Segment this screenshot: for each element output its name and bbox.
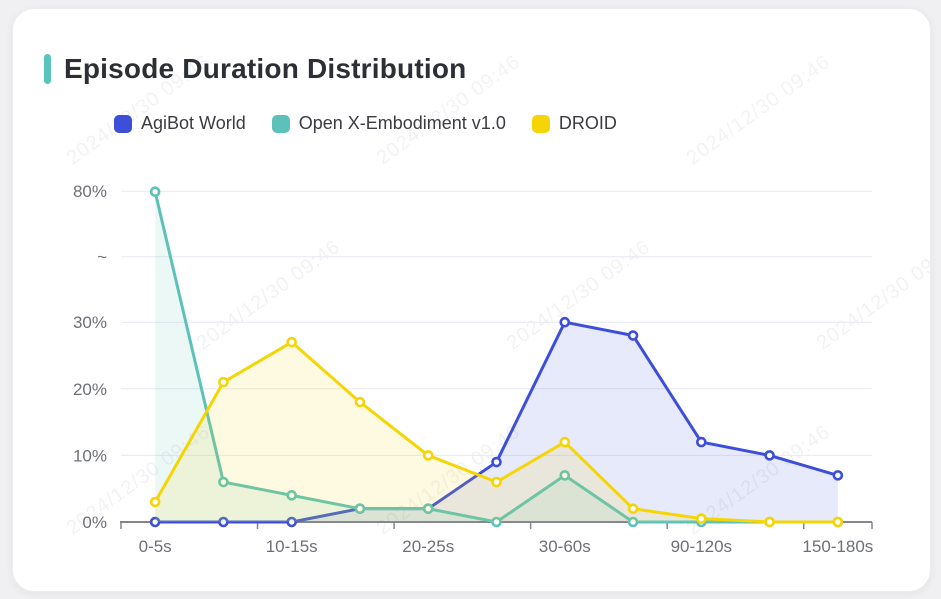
data-point-droid-25-30s[interactable]: [491, 476, 502, 488]
data-point-open-x-embodiment-v1-0-20-25s[interactable]: [422, 503, 434, 514]
y-axis-label: 20%: [73, 380, 107, 399]
data-point-droid-10-15s[interactable]: [286, 336, 297, 348]
data-point-agibot-world-5-10s[interactable]: [218, 516, 229, 528]
series-area-open-x-embodiment-v1-0: [155, 191, 838, 522]
data-point-droid-150-180s[interactable]: [832, 516, 844, 528]
y-axis-label: 10%: [73, 446, 107, 465]
data-point-droid-30-60s[interactable]: [559, 436, 571, 448]
x-axis-label: 0-5s: [139, 537, 172, 556]
y-axis-label: 0%: [82, 513, 107, 532]
data-point-droid-20-25s[interactable]: [422, 450, 434, 461]
y-axis-label: ~: [97, 248, 107, 267]
data-point-droid-5-10s[interactable]: [218, 376, 229, 388]
data-point-agibot-world-25-30s[interactable]: [491, 456, 502, 468]
data-point-agibot-world-60-90s[interactable]: [627, 330, 639, 341]
legend-label-agibot-world: AgiBot World: [141, 113, 246, 133]
x-axis-label: 150-180s: [802, 537, 873, 556]
title-accent-bar: [44, 54, 51, 84]
data-point-agibot-world-90-120s[interactable]: [696, 436, 707, 448]
x-axis-label: 20-25s: [402, 537, 454, 556]
series-area-droid: [155, 342, 838, 522]
data-point-droid-15-20s[interactable]: [354, 396, 366, 408]
data-point-agibot-world-10-15s[interactable]: [286, 516, 297, 528]
legend-swatch-agibot-world: [114, 114, 132, 133]
data-point-open-x-embodiment-v1-0-60-90s[interactable]: [627, 516, 639, 528]
chart-legend: AgiBot World Open X-Embodiment v1.0 DROI…: [114, 113, 617, 134]
legend-item-open-x-embodiment[interactable]: Open X-Embodiment v1.0: [271, 113, 506, 134]
chart-card: 2024/12/30 09:46 2024/12/30 09:46 2024/12/…: [12, 8, 931, 592]
data-point-open-x-embodiment-v1-0-25-30s[interactable]: [491, 516, 502, 528]
x-axis-label: 10-15s: [266, 537, 318, 556]
data-point-agibot-world-30-60s[interactable]: [559, 316, 571, 328]
x-axis-label: 30-60s: [539, 537, 591, 556]
legend-swatch-droid: [531, 114, 550, 133]
chart-title: Episode Duration Distribution: [64, 53, 467, 84]
data-point-open-x-embodiment-v1-0-5-10s[interactable]: [218, 476, 229, 488]
legend-swatch-open-x-embodiment: [271, 114, 290, 133]
legend-item-agibot-world[interactable]: AgiBot World: [114, 113, 246, 134]
data-point-agibot-world-0-5s[interactable]: [149, 516, 161, 528]
data-point-open-x-embodiment-v1-0-30-60s[interactable]: [559, 470, 571, 481]
legend-item-droid[interactable]: DROID: [531, 113, 617, 134]
data-point-open-x-embodiment-v1-0-10-15s[interactable]: [286, 490, 297, 501]
data-point-agibot-world-150-180s[interactable]: [832, 470, 844, 481]
data-point-open-x-embodiment-v1-0-15-20s[interactable]: [354, 503, 366, 514]
data-point-droid-60-90s[interactable]: [627, 503, 639, 514]
chart-header: Episode Duration Distribution: [44, 53, 466, 85]
legend-label-droid: DROID: [558, 113, 617, 133]
y-axis-label: 30%: [73, 313, 107, 332]
x-axis-label: 90-120s: [671, 537, 732, 556]
data-point-droid-90-120s[interactable]: [696, 513, 707, 524]
y-axis-label: 80%: [73, 182, 107, 201]
legend-label-open-x-embodiment: Open X-Embodiment v1.0: [298, 113, 506, 133]
data-point-droid-120-150s[interactable]: [764, 516, 775, 528]
series-area-agibot-world: [155, 322, 838, 522]
data-point-agibot-world-120-150s[interactable]: [764, 450, 775, 461]
data-point-open-x-embodiment-v1-0-0-5s[interactable]: [149, 186, 161, 198]
data-point-droid-0-5s[interactable]: [149, 496, 161, 508]
